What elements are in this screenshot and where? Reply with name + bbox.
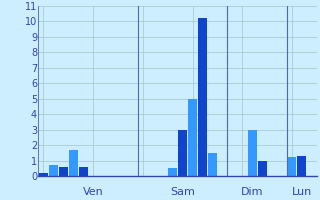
- Text: Ven: Ven: [83, 187, 103, 197]
- Bar: [178, 130, 187, 176]
- Text: Sam: Sam: [170, 187, 195, 197]
- Bar: [248, 130, 257, 176]
- Bar: [59, 167, 68, 176]
- Bar: [79, 167, 88, 176]
- Bar: [208, 153, 217, 176]
- Bar: [258, 161, 267, 176]
- Text: Lun: Lun: [292, 187, 312, 197]
- Text: Dim: Dim: [241, 187, 263, 197]
- Bar: [69, 150, 78, 176]
- Bar: [49, 165, 58, 176]
- Bar: [188, 99, 197, 176]
- Bar: [198, 18, 207, 176]
- Bar: [39, 173, 48, 176]
- Bar: [287, 157, 296, 176]
- Bar: [168, 168, 177, 176]
- Bar: [297, 156, 306, 176]
